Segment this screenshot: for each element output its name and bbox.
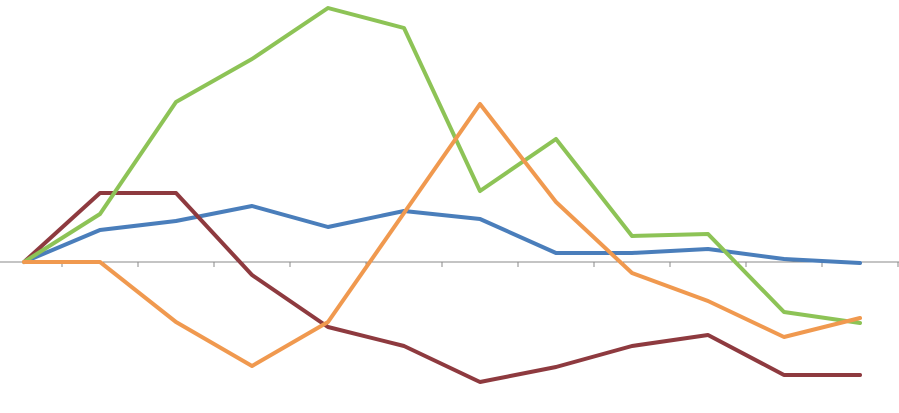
series-line: [22, 191, 862, 384]
series-line: [22, 204, 862, 265]
series-line: [22, 102, 862, 368]
series-line: [22, 6, 862, 325]
